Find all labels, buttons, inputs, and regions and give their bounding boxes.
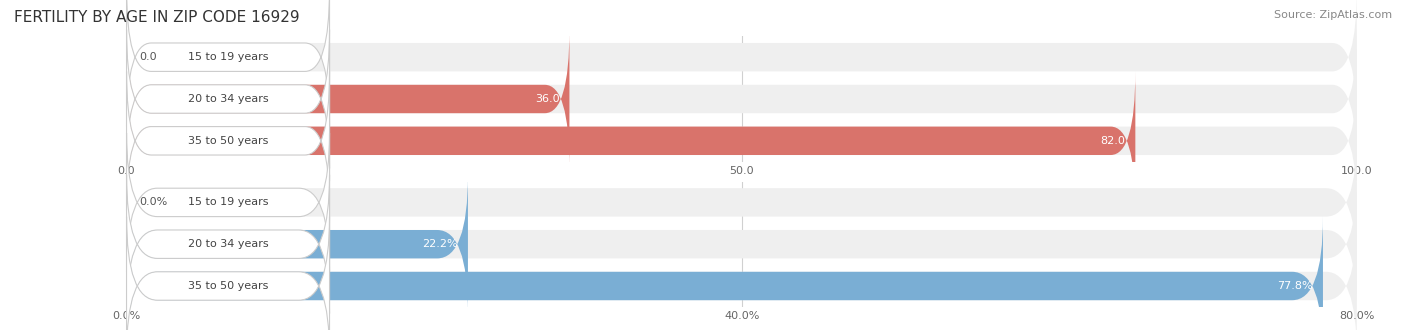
FancyBboxPatch shape <box>127 175 329 314</box>
Text: 0.0%: 0.0% <box>139 197 167 207</box>
Text: 0.0: 0.0 <box>139 52 156 62</box>
Text: 22.2%: 22.2% <box>422 239 458 249</box>
FancyBboxPatch shape <box>127 0 329 127</box>
FancyBboxPatch shape <box>127 175 1357 314</box>
FancyBboxPatch shape <box>127 71 1136 210</box>
FancyBboxPatch shape <box>127 216 1357 330</box>
FancyBboxPatch shape <box>127 216 329 330</box>
Text: Source: ZipAtlas.com: Source: ZipAtlas.com <box>1274 10 1392 20</box>
FancyBboxPatch shape <box>127 133 329 272</box>
Text: 15 to 19 years: 15 to 19 years <box>188 52 269 62</box>
Text: 77.8%: 77.8% <box>1278 281 1313 291</box>
Text: 20 to 34 years: 20 to 34 years <box>188 239 269 249</box>
Text: 20 to 34 years: 20 to 34 years <box>188 94 269 104</box>
FancyBboxPatch shape <box>127 216 1323 330</box>
Text: FERTILITY BY AGE IN ZIP CODE 16929: FERTILITY BY AGE IN ZIP CODE 16929 <box>14 10 299 25</box>
FancyBboxPatch shape <box>127 30 329 168</box>
FancyBboxPatch shape <box>127 71 329 210</box>
Text: 82.0: 82.0 <box>1101 136 1126 146</box>
FancyBboxPatch shape <box>127 175 468 314</box>
Text: 36.0: 36.0 <box>534 94 560 104</box>
FancyBboxPatch shape <box>127 30 569 168</box>
Text: 35 to 50 years: 35 to 50 years <box>188 136 269 146</box>
FancyBboxPatch shape <box>127 133 1357 272</box>
FancyBboxPatch shape <box>127 71 1357 210</box>
FancyBboxPatch shape <box>127 0 1357 127</box>
Text: 35 to 50 years: 35 to 50 years <box>188 281 269 291</box>
FancyBboxPatch shape <box>127 30 1357 168</box>
Text: 15 to 19 years: 15 to 19 years <box>188 197 269 207</box>
